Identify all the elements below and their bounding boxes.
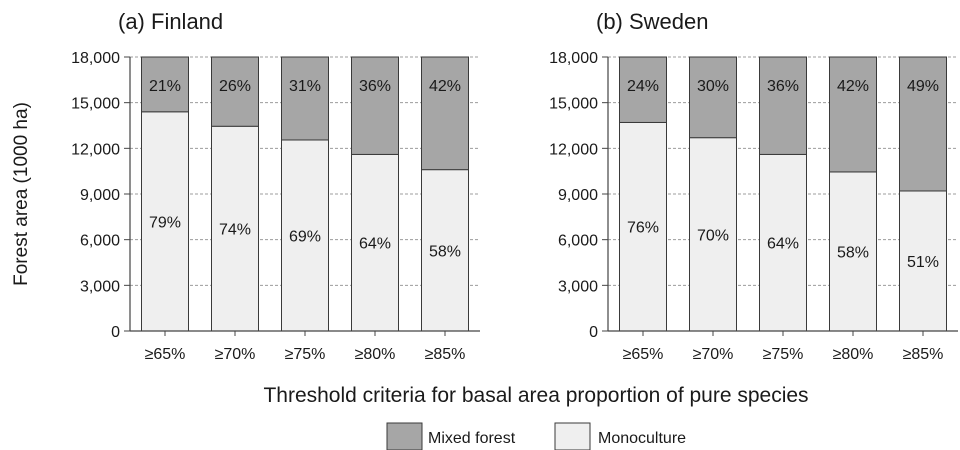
y-tick-label: 0 [589, 324, 598, 341]
bar-monoculture-4 [351, 153, 399, 332]
y-tick-label: 15,000 [549, 96, 598, 113]
x-tick-label: ≥70% [215, 346, 256, 363]
y-tick-label: 0 [111, 324, 120, 341]
bar-mixed-forest-5 [421, 56, 469, 171]
data-label-monoculture: 58% [429, 243, 461, 260]
x-tick-label: ≥65% [145, 346, 186, 363]
legend-swatch-monoculture [554, 422, 591, 450]
y-tick-label: 12,000 [71, 141, 120, 158]
panel-finland: (a) Finland 0 3,000 6,000 9,000 12,000 15,000 1… [11, 9, 480, 363]
data-label-monoculture: 51% [907, 254, 939, 271]
bar-mixed-forest-1 [619, 56, 667, 123]
y-tick-label: 3,000 [558, 278, 598, 295]
x-tick-label: ≥65% [623, 346, 664, 363]
legend-swatch-mixed-forest [386, 422, 423, 450]
bar-monoculture-2 [689, 137, 737, 332]
bar-monoculture-1 [619, 121, 667, 332]
y-tick-label: 3,000 [80, 278, 120, 295]
bar-monoculture-1 [141, 111, 189, 332]
legend-label-mixed-forest: Mixed forest [428, 430, 516, 447]
bar-mixed-forest-2 [211, 56, 259, 127]
y-tick-label: 9,000 [80, 187, 120, 204]
data-label-mixed-forest: 36% [359, 78, 391, 95]
bar-mixed-forest-3 [759, 56, 807, 155]
bar-mixed-forest-1 [141, 56, 189, 113]
data-label-mixed-forest: 49% [907, 78, 939, 95]
data-label-mixed-forest: 30% [697, 78, 729, 95]
data-label-monoculture: 74% [219, 222, 251, 239]
y-tick-label: 9,000 [558, 187, 598, 204]
y-tick-label: 12,000 [549, 141, 598, 158]
bar-mixed-forest-5 [899, 56, 947, 192]
x-tick-label: ≥85% [903, 346, 944, 363]
data-label-mixed-forest: 31% [289, 78, 321, 95]
y-tick-label: 18,000 [71, 50, 120, 67]
bar-mixed-forest-3 [281, 56, 329, 141]
y-tick-label: 18,000 [549, 50, 598, 67]
data-label-monoculture: 70% [697, 227, 729, 244]
legend-label-monoculture: Monoculture [598, 430, 686, 447]
x-axis-label: Threshold criteria for basal area propor… [263, 384, 808, 407]
x-tick-label: ≥75% [763, 346, 804, 363]
data-label-monoculture: 69% [289, 228, 321, 245]
data-label-mixed-forest: 42% [837, 78, 869, 95]
data-label-monoculture: 64% [359, 236, 391, 253]
y-tick-label: 6,000 [558, 233, 598, 250]
data-label-monoculture: 79% [149, 214, 181, 231]
bar-monoculture-3 [281, 139, 329, 332]
data-label-mixed-forest: 42% [429, 78, 461, 95]
data-label-monoculture: 64% [767, 236, 799, 253]
bar-mixed-forest-4 [829, 56, 877, 173]
panel-title: (a) Finland [118, 9, 223, 34]
y-tick-label: 6,000 [80, 233, 120, 250]
bar-mixed-forest-2 [689, 56, 737, 139]
data-label-mixed-forest: 36% [767, 78, 799, 95]
y-axis-label: Forest area (1000 ha) [11, 102, 32, 286]
data-label-mixed-forest: 26% [219, 78, 251, 95]
panel-title: (b) Sweden [596, 9, 709, 34]
x-tick-label: ≥80% [355, 346, 396, 363]
legend: Mixed forest Monoculture [386, 422, 686, 450]
bar-monoculture-3 [759, 153, 807, 332]
x-tick-label: ≥80% [833, 346, 874, 363]
y-tick-label: 15,000 [71, 96, 120, 113]
x-tick-label: ≥75% [285, 346, 326, 363]
bar-mixed-forest-4 [351, 56, 399, 155]
bar-monoculture-5 [899, 190, 947, 332]
panel-sweden: (b) Sweden 0 3,000 6,000 9,000 12,000 15,000 18… [549, 9, 958, 363]
data-label-monoculture: 76% [627, 220, 659, 237]
data-label-monoculture: 58% [837, 244, 869, 261]
x-tick-label: ≥85% [425, 346, 466, 363]
x-tick-label: ≥70% [693, 346, 734, 363]
data-label-mixed-forest: 24% [627, 78, 659, 95]
data-label-mixed-forest: 21% [149, 78, 181, 95]
